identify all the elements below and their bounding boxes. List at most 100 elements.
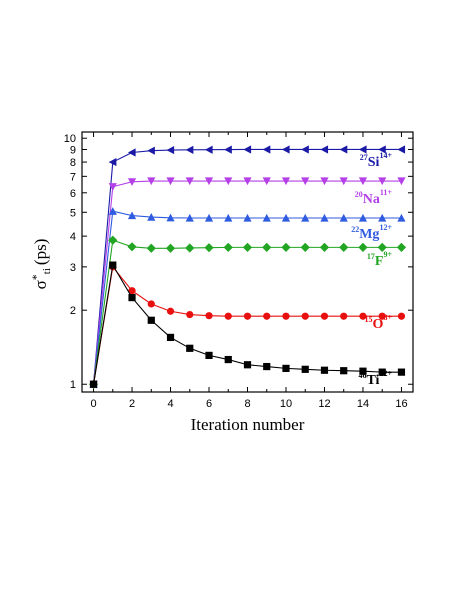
- x-tick-label: 6: [206, 398, 212, 410]
- series-labels: 27Si14+ 20Na11+ 22Mg12+ 17F9+ 15O8+ 46Ti22+: [351, 151, 392, 388]
- data-point-si: [301, 145, 309, 153]
- data-point-f: [339, 243, 348, 252]
- data-point-o: [321, 313, 328, 320]
- series-label-mass: 46: [358, 371, 366, 380]
- series-label-mass: 27: [360, 153, 368, 162]
- data-point-o: [263, 313, 270, 320]
- series-label-mass: 22: [351, 225, 359, 234]
- data-point-si: [128, 148, 136, 156]
- data-point-o: [398, 313, 405, 320]
- series-line-na: [94, 181, 402, 384]
- x-tick-label: 14: [357, 398, 369, 410]
- data-point-f: [358, 243, 367, 252]
- plot-frame: [82, 132, 413, 392]
- data-point-o: [244, 313, 251, 320]
- series-label-element: Na: [363, 192, 380, 207]
- x-tick-label: 12: [318, 398, 330, 410]
- series-label-mg: 22Mg12+: [351, 223, 392, 242]
- series-line-mg: [94, 211, 402, 384]
- data-point-o: [302, 313, 309, 320]
- series-label-charge: 11+: [380, 188, 393, 197]
- y-tick-label: 6: [70, 188, 76, 200]
- y-tick-label: 1: [70, 379, 76, 391]
- y-axis-label-unit: (ps): [31, 239, 50, 265]
- data-point-f: [204, 243, 213, 252]
- x-tick-label: 16: [395, 398, 407, 410]
- data-point-ti: [128, 294, 135, 301]
- data-point-o: [282, 313, 289, 320]
- data-point-f: [281, 243, 290, 252]
- series-label-charge: 12+: [379, 223, 392, 232]
- data-point-si: [186, 146, 194, 154]
- data-point-f: [243, 243, 252, 252]
- y-tick-label: 10: [64, 133, 76, 145]
- data-point-si: [263, 145, 271, 153]
- x-tick-label: 2: [129, 398, 135, 410]
- y-tick-label: 7: [70, 171, 76, 183]
- data-point-f: [320, 243, 329, 252]
- series-o: [90, 263, 405, 388]
- data-point-o: [186, 311, 193, 318]
- y-tick-label: 9: [70, 144, 76, 156]
- data-point-ti: [148, 317, 155, 324]
- series-label-charge: 14+: [379, 151, 392, 160]
- data-point-si: [147, 147, 155, 155]
- data-point-ti: [244, 361, 251, 368]
- data-point-o: [225, 313, 232, 320]
- data-point-o: [205, 312, 212, 319]
- data-point-ti: [205, 352, 212, 359]
- data-point-f: [127, 242, 136, 251]
- data-point-f: [166, 244, 175, 253]
- y-axis-label-sigma: σ: [31, 280, 50, 289]
- data-point-f: [147, 244, 156, 253]
- series-na: [89, 177, 405, 388]
- data-point-o: [340, 313, 347, 320]
- data-point-ti: [263, 363, 270, 370]
- series-label-mass: 20: [355, 190, 363, 199]
- series-label-na: 20Na11+: [355, 188, 393, 207]
- data-point-ti: [167, 334, 174, 341]
- y-tick-label: 8: [70, 157, 76, 169]
- data-point-f: [301, 243, 310, 252]
- data-point-si: [243, 145, 251, 153]
- series-label-element: F: [375, 254, 384, 269]
- series-label-mass: 15: [365, 315, 373, 324]
- data-point-ti: [398, 369, 405, 376]
- series-mg: [89, 207, 405, 388]
- series-label-element: Ti: [366, 373, 379, 388]
- data-point-si: [282, 145, 290, 153]
- data-point-si: [320, 145, 328, 153]
- series-label-element: Mg: [359, 227, 379, 242]
- data-point-si: [205, 146, 213, 154]
- y-axis-label-sub: ti: [41, 268, 53, 274]
- data-point-o: [148, 300, 155, 307]
- x-tick-label: 4: [167, 398, 173, 410]
- y-tick-label: 2: [70, 305, 76, 317]
- series-label-charge: 9+: [383, 250, 392, 259]
- y-tick-label: 3: [70, 262, 76, 274]
- data-point-f: [397, 243, 406, 252]
- data-point-f: [262, 243, 271, 252]
- data-point-si: [166, 146, 174, 154]
- y-axis-label: σ*ti (ps): [29, 239, 53, 290]
- series-layer: [89, 145, 406, 388]
- x-tick-label: 8: [244, 398, 250, 410]
- data-point-ti: [186, 345, 193, 352]
- data-point-si: [340, 145, 348, 153]
- data-point-si: [224, 146, 232, 154]
- series-label-element: Si: [368, 155, 380, 170]
- data-point-f: [224, 243, 233, 252]
- data-point-ti: [225, 356, 232, 363]
- series-label-charge: 22+: [379, 369, 392, 378]
- data-point-ti: [282, 365, 289, 372]
- y-tick-label: 4: [70, 231, 76, 243]
- x-axis-label: Iteration number: [191, 415, 305, 434]
- data-point-ti: [321, 367, 328, 374]
- series-label-si: 27Si14+: [360, 151, 393, 170]
- data-point-si: [397, 145, 405, 153]
- data-point-o: [167, 308, 174, 315]
- y-tick-label: 5: [70, 207, 76, 219]
- data-point-f: [185, 243, 194, 252]
- data-point-ti: [302, 366, 309, 373]
